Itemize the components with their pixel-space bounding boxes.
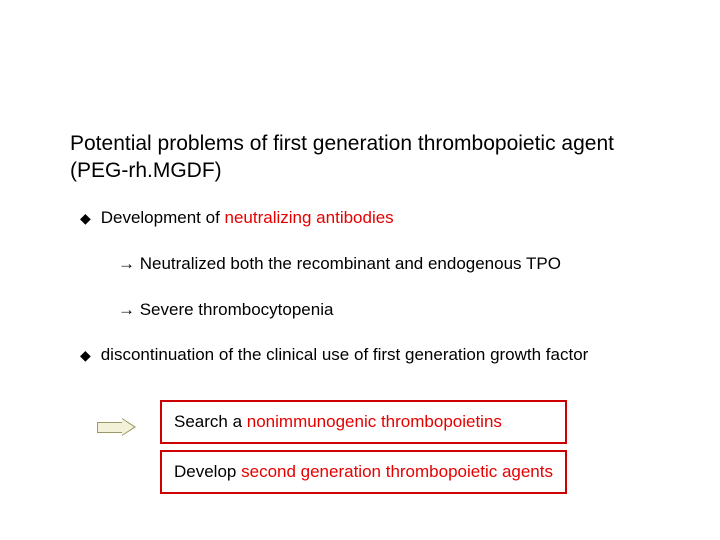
conclusion-box: Search a nonimmunogenic thrombopoietins — [160, 400, 567, 444]
diamond-icon: ◆ — [80, 210, 90, 227]
box-text-before: Develop — [174, 462, 241, 481]
slide: Potential problems of first generation t… — [0, 0, 720, 540]
box-text-highlight: second generation thrombopoietic agents — [241, 462, 553, 481]
title-line-2: (PEG-rh.MGDF) — [70, 159, 222, 182]
arrow-body — [97, 422, 123, 433]
conclusion-box-group: Search a nonimmunogenic thrombopoietins … — [160, 400, 567, 500]
bullet-text-before: Development of — [96, 208, 225, 227]
arrow-text: Neutralized both the recombinant and end… — [135, 254, 561, 273]
box-text-before: Search a — [174, 412, 247, 431]
box-text-highlight: nonimmunogenic thrombopoietins — [247, 412, 502, 431]
bullet-text-before: discontinuation of the clinical use of f… — [96, 345, 588, 364]
right-arrow-icon — [97, 418, 137, 436]
title-line-1: Potential problems of first generation t… — [70, 132, 614, 155]
slide-title: Potential problems of first generation t… — [70, 130, 650, 185]
arrow-text: Severe thrombocytopenia — [135, 300, 333, 319]
arrow-icon: → — [118, 254, 135, 273]
bullet-item: ◆ discontinuation of the clinical use of… — [80, 345, 680, 365]
sub-arrow-item: → Neutralized both the recombinant and e… — [118, 254, 678, 274]
sub-arrow-item: → Severe thrombocytopenia — [118, 300, 678, 320]
arrow-head-inner — [122, 419, 134, 435]
conclusion-box: Develop second generation thrombopoietic… — [160, 450, 567, 494]
bullet-item: ◆ Development of neutralizing antibodies — [80, 208, 680, 228]
diamond-icon: ◆ — [80, 347, 90, 364]
arrow-icon: → — [118, 300, 135, 319]
bullet-text-highlight: neutralizing antibodies — [225, 208, 394, 227]
